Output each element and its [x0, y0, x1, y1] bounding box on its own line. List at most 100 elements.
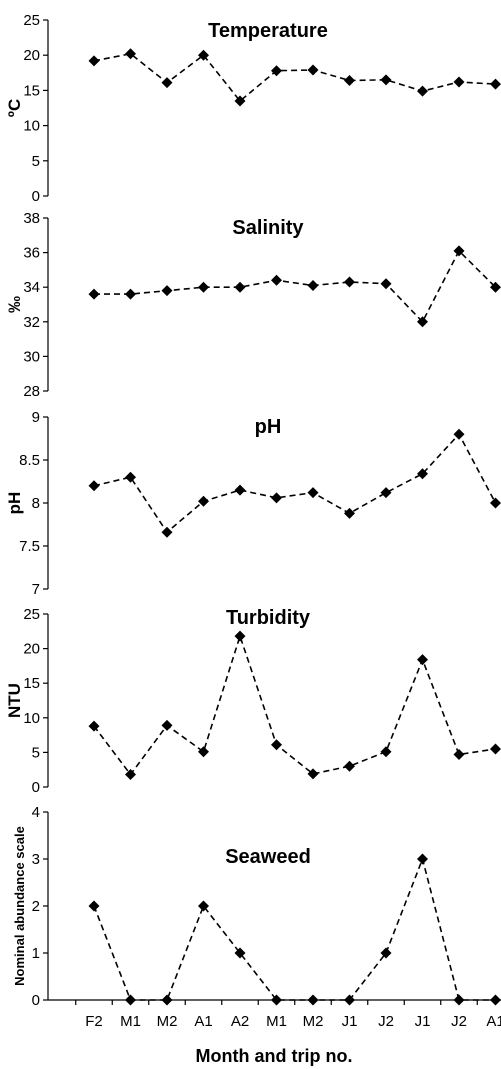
y-tick-label: 9	[32, 409, 40, 426]
data-point	[125, 769, 136, 781]
panel-title: Turbidity	[226, 607, 311, 629]
y-tick-label: 7	[32, 581, 40, 598]
data-point	[344, 760, 355, 772]
data-point	[380, 74, 392, 86]
data-point	[453, 245, 465, 257]
data-point	[417, 85, 428, 97]
y-axis-label: NTU	[5, 683, 24, 718]
data-point	[234, 630, 246, 642]
data-point	[380, 746, 392, 758]
y-tick-label: 25	[23, 12, 40, 29]
data-point	[344, 276, 355, 288]
y-tick-label: 15	[23, 82, 40, 99]
panel-title: Temperature	[208, 20, 328, 42]
data-point	[307, 768, 319, 780]
data-point	[344, 75, 355, 87]
data-point	[344, 507, 355, 519]
data-point	[88, 900, 100, 912]
data-point	[307, 279, 319, 291]
y-tick-label: 20	[23, 47, 40, 64]
data-point	[88, 55, 100, 67]
panel-title: Salinity	[232, 217, 304, 239]
y-tick-label: 4	[32, 804, 40, 821]
data-point	[307, 64, 319, 76]
y-axis-label: pH	[5, 492, 24, 515]
y-tick-label: 36	[23, 245, 40, 262]
data-point	[453, 748, 465, 760]
data-point	[271, 739, 282, 751]
y-tick-label: 10	[23, 710, 40, 727]
data-point	[380, 947, 392, 959]
series-line-turbidity	[93, 633, 496, 776]
x-tick-label: J1	[342, 1013, 358, 1030]
y-tick-label: 0	[32, 188, 40, 205]
x-tick-label: J2	[378, 1013, 394, 1030]
y-axis-label: Nominal abundance scale	[12, 826, 27, 986]
data-point	[271, 274, 282, 286]
data-point	[88, 288, 100, 300]
x-tick-label: F2	[85, 1013, 103, 1030]
x-tick-label: M2	[157, 1013, 178, 1030]
y-tick-label: 1	[32, 945, 40, 962]
data-point	[125, 288, 136, 300]
data-point	[417, 468, 428, 480]
x-tick-label: J1	[415, 1013, 431, 1030]
data-point	[453, 428, 465, 440]
data-point	[198, 495, 209, 507]
x-tick-label: M1	[266, 1013, 287, 1030]
data-point	[161, 77, 173, 89]
y-tick-label: 0	[32, 992, 40, 1009]
y-tick-label: 5	[32, 153, 40, 170]
series-line-seaweed	[93, 856, 496, 1001]
data-point	[234, 281, 246, 293]
data-point	[417, 316, 428, 328]
y-tick-label: 0	[32, 779, 40, 796]
data-point	[307, 487, 319, 499]
data-point	[380, 278, 392, 290]
data-point	[490, 743, 501, 755]
y-tick-label: 25	[23, 606, 40, 623]
data-point	[271, 65, 282, 77]
panel-title: pH	[255, 416, 282, 438]
y-tick-label: 38	[23, 210, 40, 227]
data-point	[417, 853, 428, 865]
y-tick-label: 30	[23, 348, 40, 365]
y-tick-label: 20	[23, 641, 40, 658]
data-point	[490, 78, 501, 90]
y-tick-label: 10	[23, 118, 40, 135]
panel-title: Seaweed	[225, 846, 311, 868]
data-point	[161, 719, 173, 731]
data-point	[125, 48, 136, 60]
data-point	[234, 484, 246, 496]
y-tick-label: 2	[32, 898, 40, 915]
y-tick-label: 3	[32, 851, 40, 868]
y-tick-label: 28	[23, 383, 40, 400]
series-line-salinity	[94, 249, 497, 324]
data-point	[417, 654, 428, 666]
y-tick-label: 5	[32, 744, 40, 761]
data-point	[234, 947, 246, 959]
data-point	[453, 76, 465, 88]
y-tick-label: 8.5	[19, 452, 40, 469]
y-tick-label: 32	[23, 314, 40, 331]
y-tick-label: 7.5	[19, 538, 40, 555]
data-point	[88, 480, 100, 492]
data-point	[198, 281, 209, 293]
series-line-ph	[93, 432, 497, 534]
y-axis-label: ‰	[5, 296, 24, 313]
x-tick-label: A2	[231, 1013, 249, 1030]
data-point	[198, 900, 209, 912]
data-point	[88, 720, 100, 732]
y-tick-label: 34	[23, 279, 40, 296]
data-point	[161, 285, 173, 297]
x-axis-title: Month and trip no.	[196, 1046, 353, 1066]
x-tick-label: A1	[194, 1013, 212, 1030]
data-point	[490, 281, 501, 293]
data-point	[271, 492, 282, 504]
data-point	[198, 49, 209, 61]
x-tick-label: J2	[451, 1013, 467, 1030]
y-tick-label: 15	[23, 675, 40, 692]
data-point	[490, 497, 501, 509]
data-point	[380, 487, 392, 499]
